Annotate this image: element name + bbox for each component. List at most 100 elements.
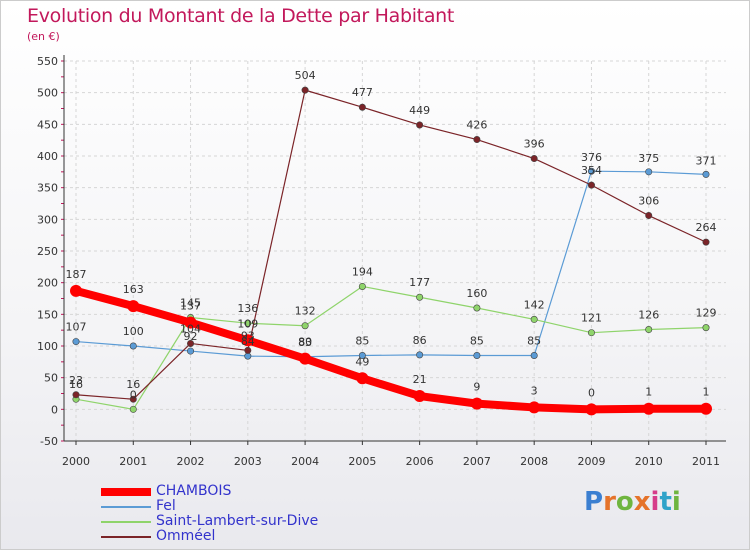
- legend-label: Saint-Lambert-sur-Dive: [156, 513, 319, 529]
- data-label-chambois: 9: [473, 381, 480, 394]
- point-omm-el: [301, 86, 309, 94]
- series-line-fel: [75, 170, 707, 358]
- x-tick-label: 2009: [577, 455, 605, 468]
- series-line-chambois: [72, 286, 710, 414]
- y-tick-label: 0: [51, 403, 58, 416]
- chart-title: Evolution du Montant de la Dette par Hab…: [27, 5, 455, 27]
- point-saint-lambert-sur-dive: [702, 324, 710, 332]
- point-fel: [587, 167, 595, 175]
- data-label-chambois: 49: [355, 355, 369, 368]
- point-omm-el: [702, 238, 710, 246]
- data-label-fel: 371: [696, 154, 717, 167]
- data-label-omm-el: 504: [295, 69, 316, 82]
- data-label-chambois: 0: [588, 386, 595, 399]
- data-label-saint-lambert-sur-dive: 126: [638, 309, 659, 322]
- data-label-fel: 376: [581, 151, 602, 164]
- point-fel: [645, 168, 653, 176]
- data-label-fel: 85: [527, 335, 541, 348]
- data-label-fel: 85: [355, 335, 369, 348]
- legend-swatch: [101, 488, 151, 496]
- logo-letter: i: [671, 487, 681, 517]
- data-label-omm-el: 396: [524, 138, 545, 151]
- data-label-chambois: 137: [180, 300, 201, 313]
- x-tick-label: 2011: [692, 455, 720, 468]
- point-saint-lambert-sur-dive: [587, 329, 595, 337]
- point-chambois: [528, 401, 541, 414]
- point-fel: [473, 351, 481, 359]
- point-omm-el: [587, 181, 595, 189]
- data-label-saint-lambert-sur-dive: 177: [409, 276, 430, 289]
- point-saint-lambert-sur-dive: [301, 322, 309, 330]
- legend-label: Omméel: [156, 528, 216, 544]
- x-tick-label: 2007: [463, 455, 491, 468]
- legend-label: CHAMBOIS: [156, 483, 232, 499]
- x-tick-label: 2003: [234, 455, 262, 468]
- y-tick-label: 50: [44, 372, 58, 385]
- legend-swatch: [101, 521, 151, 523]
- x-tick-label: 2001: [119, 455, 147, 468]
- point-omm-el: [473, 136, 481, 144]
- point-chambois: [642, 402, 655, 415]
- x-tick-label: 2002: [177, 455, 205, 468]
- point-saint-lambert-sur-dive: [530, 315, 538, 323]
- point-chambois: [700, 402, 712, 415]
- point-chambois: [585, 403, 598, 416]
- point-omm-el: [645, 212, 653, 220]
- y-tick-label: 400: [37, 150, 58, 163]
- point-fel: [187, 347, 195, 355]
- y-tick-label: 450: [37, 118, 58, 131]
- data-label-chambois: 1: [703, 386, 710, 399]
- data-label-chambois: 3: [531, 384, 538, 397]
- data-label-fel: 100: [123, 325, 144, 338]
- data-label-omm-el: 306: [638, 195, 659, 208]
- y-tick-label: -50: [40, 435, 58, 448]
- point-saint-lambert-sur-dive: [416, 293, 424, 301]
- point-omm-el: [72, 391, 80, 399]
- logo-letter: o: [615, 487, 634, 517]
- point-saint-lambert-sur-dive: [358, 282, 366, 290]
- data-label-saint-lambert-sur-dive: 129: [696, 307, 717, 320]
- data-label-omm-el: 264: [696, 221, 717, 234]
- y-tick-label: 100: [37, 340, 58, 353]
- point-omm-el: [129, 395, 137, 403]
- series-points: [70, 86, 712, 416]
- logo-letter: t: [659, 487, 672, 517]
- point-fel: [358, 351, 366, 359]
- data-label-chambois: 187: [66, 268, 87, 281]
- data-label-saint-lambert-sur-dive: 194: [352, 265, 373, 278]
- data-label-omm-el: 16: [126, 378, 140, 391]
- y-tick-label: 200: [37, 277, 58, 290]
- y-tick-label: 350: [37, 182, 58, 195]
- point-saint-lambert-sur-dive: [129, 405, 137, 413]
- y-tick-label: 300: [37, 213, 58, 226]
- logo-letter: x: [633, 487, 651, 517]
- point-omm-el: [530, 155, 538, 163]
- x-tick-label: 2005: [348, 455, 376, 468]
- point-saint-lambert-sur-dive: [473, 304, 481, 312]
- legend-swatch: [101, 536, 151, 538]
- point-saint-lambert-sur-dive: [244, 319, 252, 327]
- point-fel: [129, 342, 137, 350]
- logo-letter: P: [584, 487, 604, 517]
- series-lines: [72, 89, 710, 414]
- data-label-fel: 84: [241, 335, 255, 348]
- y-tick-labels: -50 0 50 100 150 200 250 300 350 400 450 500 550: [37, 55, 58, 448]
- point-chambois: [127, 300, 140, 313]
- data-label-fel: 375: [638, 152, 659, 165]
- data-label-saint-lambert-sur-dive: 160: [466, 287, 487, 300]
- x-tick-label: 2006: [406, 455, 434, 468]
- logo-letter: r: [603, 487, 616, 517]
- legend-swatch: [101, 506, 151, 508]
- point-chambois: [470, 397, 483, 410]
- y-tick-label: 250: [37, 245, 58, 258]
- data-label-chambois: 163: [123, 283, 144, 296]
- point-saint-lambert-sur-dive: [645, 326, 653, 334]
- point-omm-el: [416, 121, 424, 129]
- x-tick-label: 2010: [635, 455, 663, 468]
- data-label-fel: 83: [298, 336, 312, 349]
- x-tick-label: 2004: [291, 455, 319, 468]
- data-label-saint-lambert-sur-dive: 142: [524, 298, 545, 311]
- data-label-saint-lambert-sur-dive: 16: [69, 378, 83, 391]
- point-chambois: [356, 372, 369, 385]
